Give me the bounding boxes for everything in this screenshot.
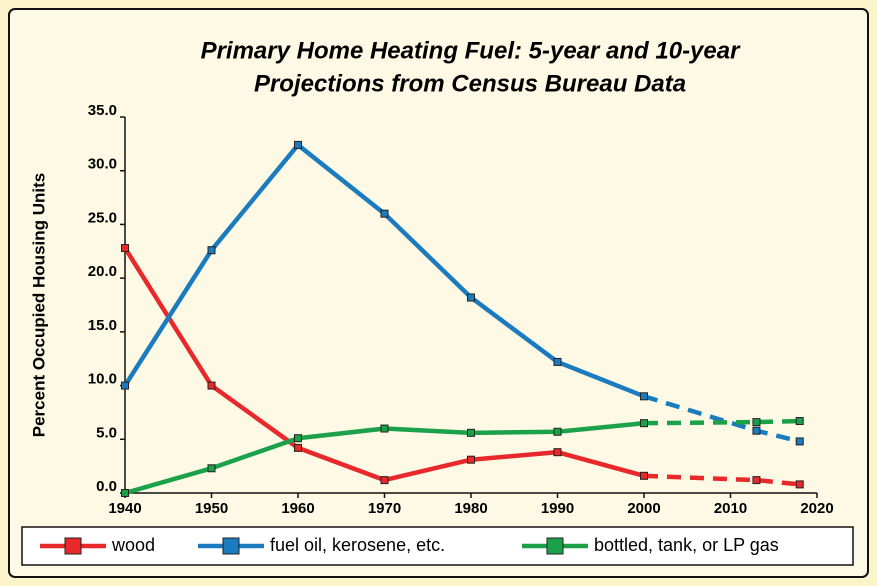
y-tick-label: 10.0	[88, 371, 117, 388]
data-point	[795, 480, 804, 489]
data-point	[752, 476, 761, 485]
y-tick-label: 20.0	[88, 263, 117, 280]
data-point	[553, 448, 562, 457]
x-tick-label: 2020	[800, 500, 833, 517]
frame	[8, 8, 869, 578]
x-tick-label: 1990	[541, 500, 574, 517]
data-point	[294, 140, 302, 149]
legend-label: wood	[111, 535, 155, 555]
data-point	[294, 434, 302, 443]
x-tick-label: 1950	[195, 500, 228, 517]
data-point	[380, 209, 389, 218]
data-point	[752, 426, 761, 435]
data-point	[121, 489, 129, 497]
legend-marker	[222, 537, 240, 555]
data-point	[121, 244, 129, 253]
data-point	[294, 443, 302, 452]
data-point	[640, 471, 648, 480]
x-tick-label: 2010	[714, 500, 747, 517]
data-point	[553, 427, 562, 436]
x-tick-label: 1960	[281, 500, 314, 517]
data-point	[795, 417, 804, 426]
data-point	[207, 464, 216, 473]
data-point	[467, 428, 475, 437]
data-point	[795, 437, 804, 446]
data-point	[640, 419, 648, 428]
data-point	[752, 418, 761, 427]
x-tick-label: 1940	[108, 500, 141, 517]
legend-marker	[64, 537, 82, 555]
y-tick-label: 25.0	[88, 209, 117, 226]
x-tick-label: 1970	[368, 500, 401, 517]
chart-title: Primary Home Heating Fuel: 5-year and 10…	[201, 37, 742, 64]
data-point	[380, 424, 389, 433]
data-point	[380, 476, 389, 485]
legend-marker	[546, 537, 564, 555]
legend-label: fuel oil, kerosene, etc.	[270, 535, 445, 555]
series-projection	[643, 418, 800, 426]
data-point	[207, 381, 216, 390]
legend-label: bottled, tank, or LP gas	[594, 535, 779, 555]
x-tick-label: 2000	[627, 500, 660, 517]
data-point	[467, 455, 475, 464]
data-point	[207, 246, 216, 255]
x-tick-label: 1980	[454, 500, 487, 517]
legend	[21, 526, 854, 566]
data-point	[121, 381, 129, 390]
y-axis-title: Percent Occupied Housing Units	[29, 173, 48, 438]
y-tick-label: 15.0	[88, 317, 117, 334]
data-point	[467, 293, 475, 302]
data-point	[553, 357, 562, 366]
y-tick-label: 30.0	[88, 156, 117, 173]
y-tick-label: 0.0	[96, 478, 117, 495]
chart-title: Projections from Census Bureau Data	[254, 70, 686, 97]
y-tick-label: 35.0	[88, 102, 117, 119]
y-tick-label: 5.0	[96, 424, 117, 441]
data-point	[640, 392, 648, 401]
series-projection	[643, 473, 800, 487]
